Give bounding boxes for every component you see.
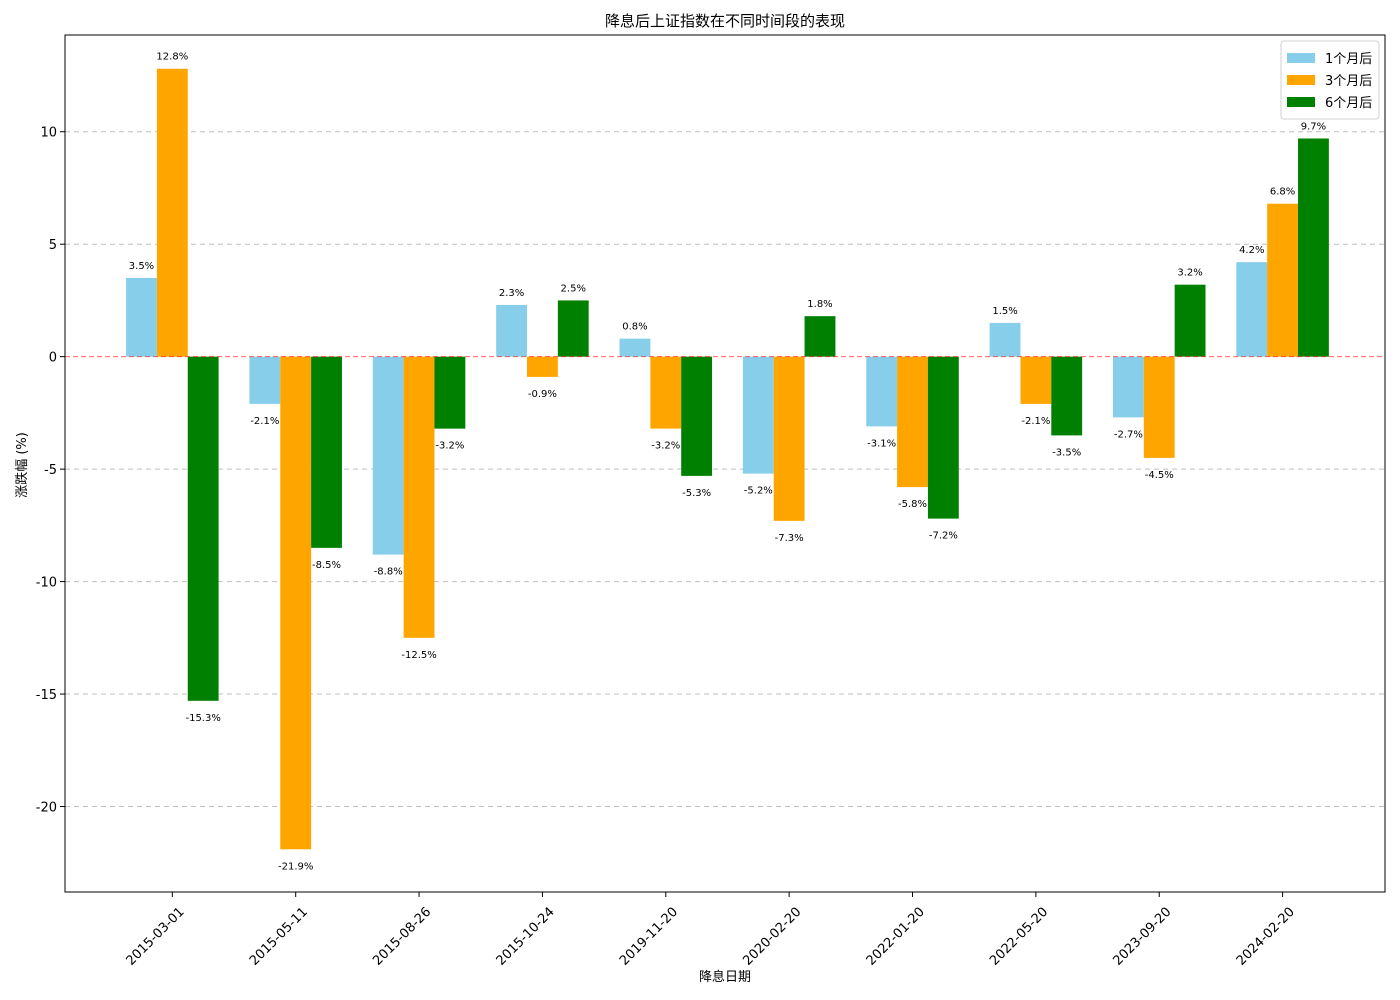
x-tick-label: 2023-09-20 xyxy=(1110,905,1174,969)
y-tick-label: 5 xyxy=(49,238,57,253)
x-axis-title: 降息日期 xyxy=(699,969,751,985)
data-label: 12.8% xyxy=(156,52,188,63)
data-label: -3.1% xyxy=(867,438,896,449)
bar xyxy=(773,356,805,521)
legend-swatch xyxy=(1287,53,1315,63)
data-label: 1.5% xyxy=(992,306,1017,317)
data-label: -21.9% xyxy=(278,861,313,872)
y-tick-label: -5 xyxy=(44,463,57,478)
data-label: 2.3% xyxy=(499,288,524,299)
data-label: -7.2% xyxy=(929,531,958,542)
data-label: -5.8% xyxy=(898,499,927,510)
bar xyxy=(249,356,281,404)
bar xyxy=(1051,356,1083,436)
data-label: -15.3% xyxy=(185,713,220,724)
x-tick-label: 2015-03-01 xyxy=(124,905,188,969)
x-tick-label: 2019-11-20 xyxy=(617,905,681,969)
x-tick-label: 2022-05-20 xyxy=(987,905,1051,969)
data-label: 3.2% xyxy=(1177,268,1202,279)
data-label: -8.8% xyxy=(374,567,403,578)
data-label: -12.5% xyxy=(401,650,436,661)
bar xyxy=(681,356,713,476)
data-label: -5.3% xyxy=(682,488,711,499)
bar xyxy=(804,316,836,357)
legend-swatch xyxy=(1287,97,1315,107)
bar xyxy=(1143,356,1175,458)
bar xyxy=(372,356,404,555)
bar xyxy=(650,356,682,429)
data-label: -2.1% xyxy=(1021,416,1050,427)
bar xyxy=(742,356,774,474)
bar xyxy=(1020,356,1052,404)
legend-label: 6个月后 xyxy=(1325,96,1372,111)
legend-swatch xyxy=(1287,75,1315,85)
y-tick-label: -20 xyxy=(36,801,57,816)
data-label: 3.5% xyxy=(129,261,154,272)
x-tick-label: 2020-02-20 xyxy=(740,905,804,969)
bar xyxy=(557,300,589,357)
data-label: -3.2% xyxy=(435,441,464,452)
bar xyxy=(1236,262,1268,357)
bar xyxy=(126,277,157,357)
y-tick-label: -15 xyxy=(36,688,57,703)
y-tick-label: 0 xyxy=(49,351,57,366)
bar xyxy=(1267,203,1299,357)
data-label: 9.7% xyxy=(1301,121,1326,132)
y-axis-title: 涨跌幅 (%) xyxy=(14,432,30,498)
plot-frame xyxy=(64,34,1386,893)
axes-layer: -20 -15 -10 -5 0 5 10 2015-03-01 2015-05-11 2015-… xyxy=(36,34,1386,969)
data-label: 6.8% xyxy=(1270,187,1295,198)
data-label: 1.8% xyxy=(807,299,832,310)
bar xyxy=(527,356,558,377)
bar xyxy=(280,356,312,850)
bar xyxy=(989,322,1021,357)
x-tick-label: 2015-10-24 xyxy=(494,905,558,969)
data-label: 2.5% xyxy=(561,283,586,294)
x-tick-label: 2022-01-20 xyxy=(864,905,928,969)
y-tick-label: -10 xyxy=(36,576,57,591)
y-tick-label: 10 xyxy=(40,126,57,141)
data-label: -3.5% xyxy=(1052,447,1081,458)
bar xyxy=(311,356,342,548)
data-label: -5.2% xyxy=(744,486,773,497)
bar xyxy=(156,68,188,357)
bars-layer xyxy=(126,68,1329,850)
bar xyxy=(1174,284,1206,357)
data-label: -3.2% xyxy=(651,441,680,452)
data-label: -2.1% xyxy=(250,416,279,427)
data-label: -4.5% xyxy=(1145,470,1174,481)
bar xyxy=(866,356,898,427)
data-label: -2.7% xyxy=(1114,429,1143,440)
bar xyxy=(403,356,435,638)
data-labels-layer: 3.5% 12.8% -15.3% -2.1% -21.9% -8.5% -8.8% -12.… xyxy=(129,52,1326,873)
chart-title: 降息后上证指数在不同时间段的表现 xyxy=(605,12,845,30)
bar xyxy=(927,356,959,519)
bar xyxy=(496,304,527,357)
x-tick-label: 2015-08-26 xyxy=(370,905,434,969)
data-label: 4.2% xyxy=(1239,245,1264,256)
x-tick-label: 2024-02-20 xyxy=(1234,905,1298,969)
bar xyxy=(897,356,928,488)
grid-layer xyxy=(65,131,1385,808)
data-label: -0.9% xyxy=(528,389,557,400)
bar xyxy=(187,356,219,701)
legend-label: 3个月后 xyxy=(1325,74,1372,89)
legend-label: 1个月后 xyxy=(1325,52,1372,67)
bar xyxy=(434,356,466,429)
x-tick-label: 2015-05-11 xyxy=(247,905,311,969)
legend: 1个月后 3个月后 6个月后 xyxy=(1280,40,1380,120)
data-label: 0.8% xyxy=(622,322,647,333)
bar xyxy=(619,338,651,357)
bar xyxy=(1112,356,1144,418)
bar xyxy=(1298,138,1329,357)
data-label: -7.3% xyxy=(775,533,804,544)
data-label: -8.5% xyxy=(312,560,341,571)
